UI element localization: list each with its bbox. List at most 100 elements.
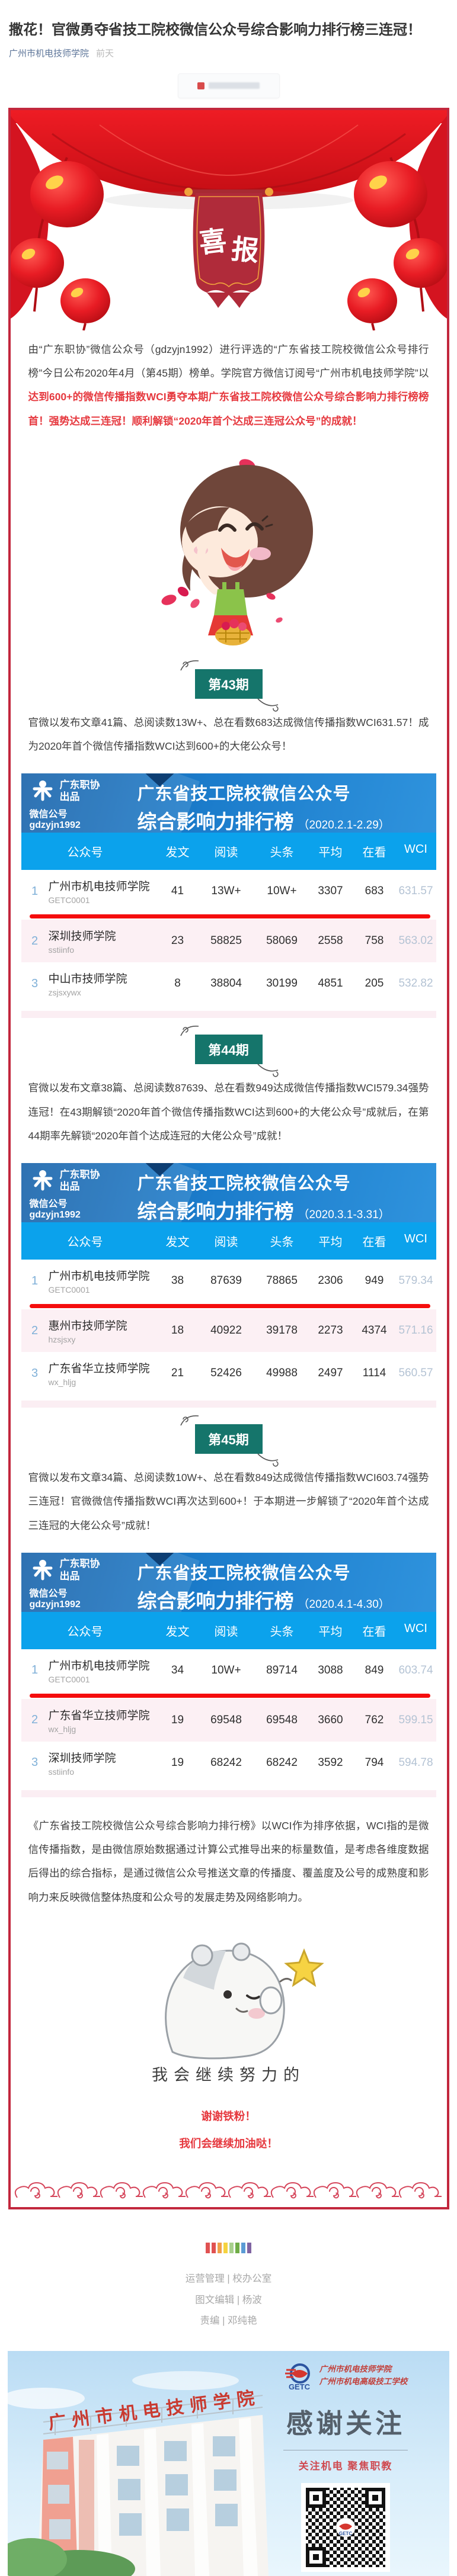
festive-frame: 喜 报 喜报 由“广东职协”微信公众号（gdzyjn1992）进行评选的“广东省… bbox=[8, 107, 449, 2210]
lantern-cluster-right bbox=[347, 156, 447, 330]
intro-highlight-text: 达到600+的微信传播指数WCI勇夺本期广东省技工院校微信公众号综合影响力排行榜… bbox=[28, 391, 429, 427]
thanks-block: 谢谢铁粉！ 我们会继续加油哒！ bbox=[11, 2103, 447, 2158]
good-news-pennant: 喜 报 bbox=[184, 187, 273, 308]
table-row: 1 广州市机电技师学院 GETC0001 34 10W+ 89714 3088 8… bbox=[31, 1659, 433, 1684]
issue-badge-44: 第44期 bbox=[180, 1026, 279, 1077]
scissors-doodle-icon bbox=[180, 1415, 199, 1426]
table-banner-brand: 广东职协 出品 微信公号 gdzyjn1992 bbox=[29, 1168, 100, 1220]
qr-code[interactable]: GETC bbox=[301, 2482, 390, 2572]
getc-logo-text: GETC bbox=[289, 2382, 311, 2391]
table-row: 1 广州市机电技师学院 GETC0001 41 13W+ 10W+ 3307 68… bbox=[31, 881, 433, 905]
issue-badge-label: 第44期 bbox=[208, 1043, 249, 1058]
byline: 广州市机电技师学院 前天 bbox=[9, 47, 448, 59]
brand-line3: 微信公号 bbox=[29, 810, 68, 820]
table-banner-brand: 广东职协 出品 微信公号 gdzyjn1992 bbox=[29, 1558, 100, 1610]
credit-line: 运营管理 | 校办公室 bbox=[185, 2273, 272, 2285]
flower-basket bbox=[215, 618, 251, 645]
table-period: （2020.3.1-3.31） bbox=[298, 1209, 390, 1222]
intro-paragraph: 由“广东职协”微信公众号（gdzyjn1992）进行评选的“广东省技工院校微信公… bbox=[28, 338, 429, 433]
table-banner-title: 广东省技工院校微信公众号 综合影响力排行榜 （2020.4.1-4.30） bbox=[137, 1563, 390, 1612]
account-card-chip[interactable] bbox=[177, 73, 280, 98]
intro-normal-text: 由“广东职协”微信公众号（gdzyjn1992）进行评选的“广东省技工院校微信公… bbox=[28, 343, 429, 380]
issue-43-desc: 官微以发布文章41篇、总阅读数13W+、总在看数683达成微信传播指数WCI63… bbox=[28, 716, 429, 753]
table-footer-strip bbox=[21, 1401, 436, 1408]
gdzyjn-logo-icon bbox=[33, 1170, 52, 1191]
svg-text:GETC: GETC bbox=[339, 2531, 352, 2536]
account-link[interactable]: 广州市机电技师学院 bbox=[9, 48, 90, 59]
first-place-underline bbox=[29, 914, 430, 919]
credit-line: 责编 | 邓纯艳 bbox=[200, 2315, 257, 2327]
issue-badge-label: 第45期 bbox=[208, 1432, 249, 1448]
table-row: 3 深圳技师学院 sstiinfo 19 68242 68242 3592 794… bbox=[31, 1752, 433, 1777]
gdzyjn-logo-icon bbox=[33, 1559, 52, 1581]
flower-girl-wrap bbox=[11, 448, 447, 653]
table-row: 2 惠州市技师学院 hzsjsxy 18 40922 39178 2273 437… bbox=[21, 1309, 436, 1353]
wci-explanation: 《广东省技工院校微信公众号综合影响力排行榜》以WCI作为排序依据，WCI指的是微… bbox=[28, 1819, 429, 1903]
color-stripes-divider bbox=[0, 2243, 457, 2254]
ranking-table-44: 广东职协 出品 微信公号 gdzyjn1992 广东省技工院校微信公众号 综合影响… bbox=[21, 1163, 436, 1408]
footer-banner: 广州市机电技师学院 GETC bbox=[8, 2350, 449, 2576]
page-title: 撒花！官微勇夺省技工院校微信公众号综合影响力排行榜三连冠！ bbox=[9, 22, 421, 38]
table-header-row: 公众号 发文 阅读 头条 平均 在看 WCI bbox=[21, 1222, 436, 1260]
girl-top bbox=[213, 589, 247, 615]
hamster-caption: 我会继续努力的 bbox=[152, 2066, 305, 2084]
thanks-line-2: 我们会继续加油哒！ bbox=[179, 2137, 278, 2150]
thanks-line-1: 谢谢铁粉！ bbox=[201, 2109, 256, 2122]
brand-line2: 出品 bbox=[59, 791, 80, 803]
brand-line1: 广东职协 bbox=[59, 779, 100, 791]
issue-badge-45: 第45期 bbox=[180, 1415, 279, 1467]
lantern-cluster-left bbox=[10, 156, 110, 330]
issue-badge-43: 第43期 bbox=[180, 660, 279, 712]
credits-block: 运营管理 | 校办公室 图文编辑 | 杨波 责编 | 邓纯艳 bbox=[0, 2269, 457, 2331]
table-row: 1 广州市机电技师学院 GETC0001 38 87639 78865 2306 … bbox=[31, 1270, 433, 1295]
table-banner: 广东职协 出品 微信公号 gdzyjn1992 广东省技工院校微信公众号 综合影响… bbox=[21, 1552, 436, 1612]
table-footer-strip bbox=[21, 1011, 436, 1019]
scissors-doodle-icon bbox=[257, 1453, 279, 1467]
footer-headline: 感谢关注 bbox=[286, 2408, 405, 2439]
hamster-illustration bbox=[164, 1942, 324, 2060]
footer-right-panel: GETC 广州市机电技师学院 广州市机电高级技工学校 感谢关注 关注机电 聚焦职… bbox=[254, 2360, 437, 2572]
pennant-char-2: 报 bbox=[230, 233, 260, 267]
table-banner-title: 广东省技工院校微信公众号 综合影响力排行榜 （2020.2.1-2.29） bbox=[138, 773, 436, 833]
first-place-underline bbox=[29, 1693, 430, 1698]
table-row: 3 中山市技师学院 zsjsxywx 8 38804 30199 4851 205… bbox=[31, 973, 433, 998]
campus-building-illustration: 广州市机电技师学院 bbox=[8, 2371, 269, 2576]
table-row: 3 广东省华立技师学院 wx_hljg 21 52426 49988 2497 1… bbox=[31, 1363, 433, 1387]
issue-badge-label: 第43期 bbox=[208, 677, 249, 692]
scissors-doodle-icon bbox=[180, 660, 199, 671]
article-header: 撒花！官微勇夺省技工院校微信公众号综合影响力排行榜三连冠！ 广州市机电技师学院前… bbox=[0, 0, 457, 59]
ranking-table-45: 广东职协 出品 微信公号 gdzyjn1992 广东省技工院校微信公众号 综合影响… bbox=[21, 1552, 436, 1797]
scissors-doodle-icon bbox=[257, 1064, 279, 1077]
girl-mouth bbox=[220, 547, 250, 569]
account-chip-wrap bbox=[0, 73, 457, 98]
pennant-char-1: 喜 bbox=[197, 224, 228, 258]
credit-line: 图文编辑 | 杨波 bbox=[195, 2294, 262, 2305]
table-banner: 广东职协 出品 微信公号 gdzyjn1992 广东省技工院校微信公众号 综合影响… bbox=[21, 1163, 436, 1223]
hero-decoration: 喜 报 喜报 bbox=[10, 110, 447, 330]
account-chip-blurred-text bbox=[209, 82, 260, 89]
scissors-doodle-icon bbox=[257, 698, 279, 712]
table-footer-strip bbox=[21, 1790, 436, 1797]
table-banner-title: 广东省技工院校微信公众号 综合影响力排行榜 （2020.3.1-3.31） bbox=[137, 1174, 390, 1223]
brand-line4: gdzyjn1992 bbox=[29, 820, 81, 831]
publish-date: 前天 bbox=[96, 48, 114, 59]
account-logo-icon bbox=[197, 82, 204, 89]
issue-44-desc: 官微以发布文章38篇、总阅读数87639、总在看数949达成微信传播指数WCI5… bbox=[28, 1082, 429, 1142]
table-row: 2 深圳技师学院 sstiinfo 23 58825 58069 2558 758… bbox=[21, 920, 436, 963]
scissors-doodle-icon bbox=[180, 1026, 199, 1036]
table-banner-brand: 广东职协 出品 微信公号 gdzyjn1992 bbox=[21, 773, 138, 833]
star-icon bbox=[283, 1948, 324, 1987]
table-title-line1: 广东省技工院校微信公众号 bbox=[137, 785, 351, 804]
hamster-mascot-wrap: 我会继续努力的 bbox=[11, 1925, 447, 2085]
table-banner: 广东职协 出品 微信公号 gdzyjn1992 广东省技工院校微信公众号 综合影响… bbox=[21, 773, 436, 833]
table-title-line2: 综合影响力排行榜 bbox=[137, 811, 294, 833]
footer-school-name-2: 广州市机电高级技工学校 bbox=[319, 2376, 408, 2386]
petals-falling bbox=[161, 586, 283, 623]
table-row: 2 广东省华立技师学院 wx_hljg 19 69548 69548 3660 7… bbox=[21, 1698, 436, 1742]
footer-school-name-1: 广州市机电技师学院 bbox=[319, 2365, 392, 2374]
issue-45-desc: 官微以发布文章34篇、总阅读数10W+、总在看数849达成微信传播指数WCI60… bbox=[28, 1472, 429, 1531]
cloud-border-decoration bbox=[14, 2182, 442, 2199]
getc-logo-icon: GETC bbox=[285, 2363, 311, 2391]
ranking-table-43: 广东职协 出品 微信公号 gdzyjn1992 广东省技工院校微信公众号 综合影响… bbox=[21, 773, 436, 1019]
table-header-row: 公众号 发文 阅读 头条 平均 在看 WCI bbox=[21, 1611, 436, 1649]
